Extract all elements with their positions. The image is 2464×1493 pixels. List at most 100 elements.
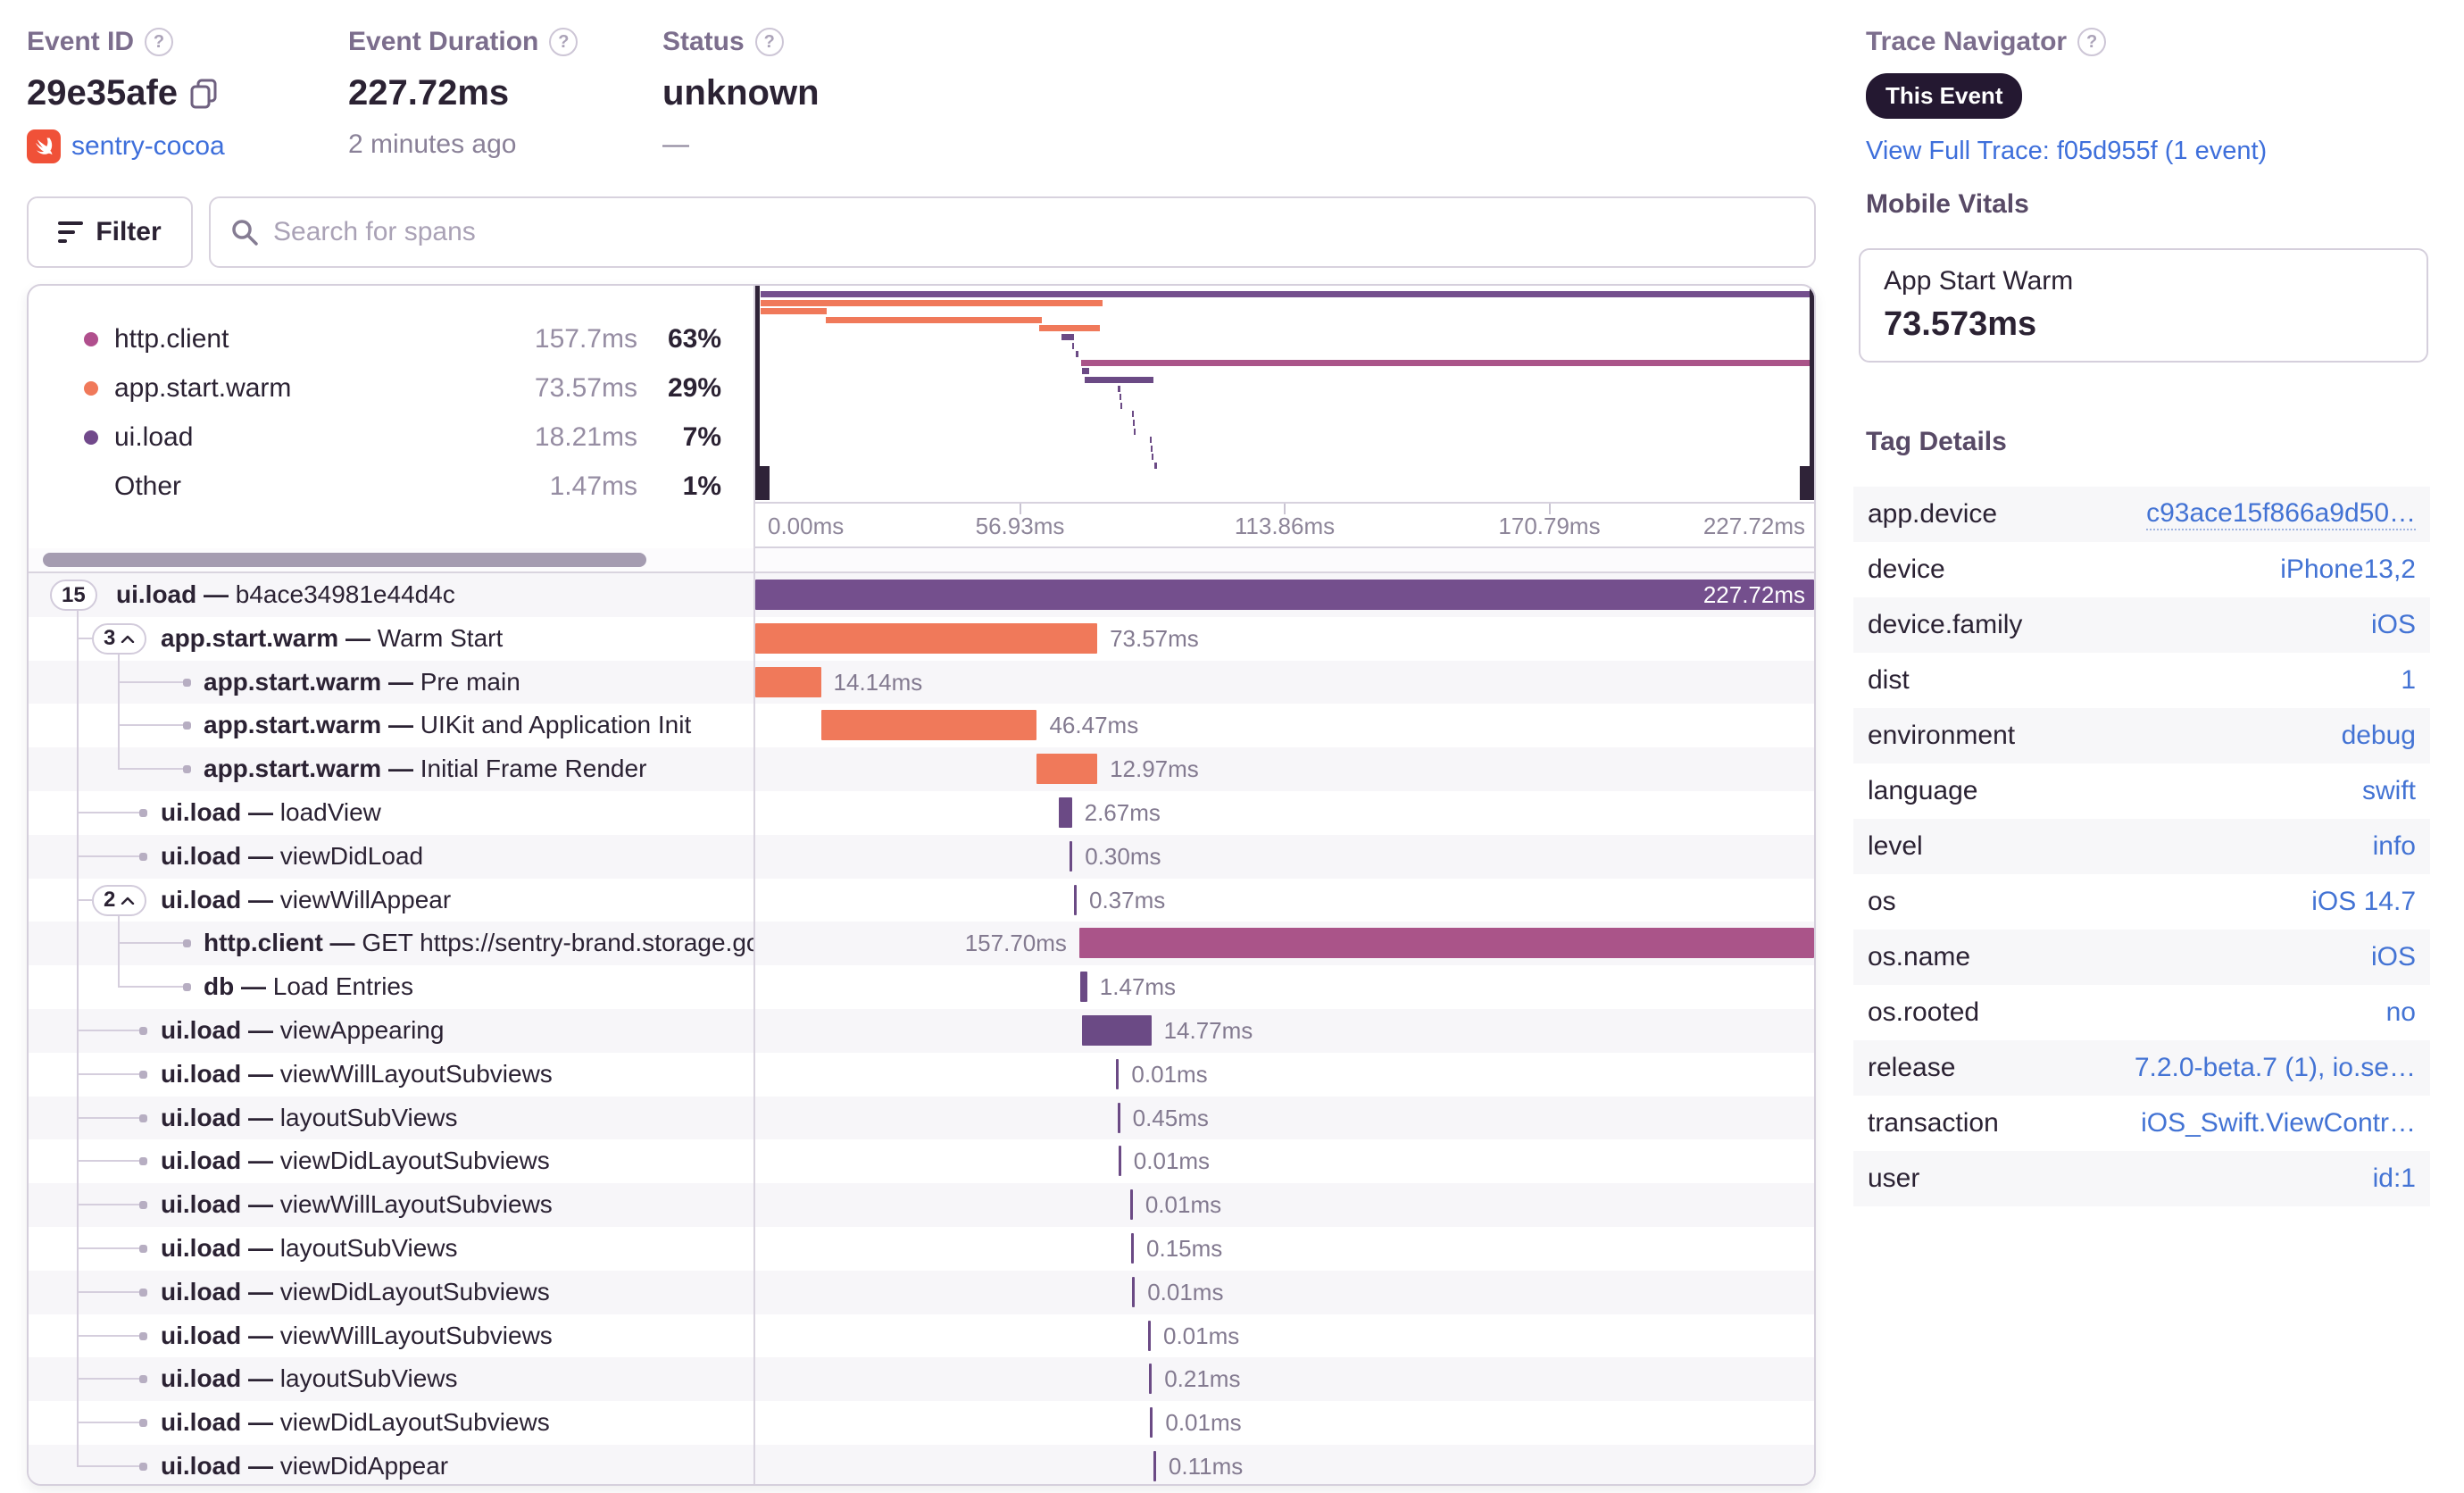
legend-item[interactable]: ui.load 18.21ms 7% bbox=[29, 418, 753, 457]
span-duration-bar[interactable] bbox=[820, 710, 1037, 741]
tree-node-dot bbox=[139, 1288, 147, 1297]
tag-value-link[interactable]: 7.2.0-beta.7 (1), io.se… bbox=[2134, 1053, 2416, 1082]
span-bar-cell: 0.01ms bbox=[755, 1053, 1814, 1097]
legend-item[interactable]: Other 1.47ms 1% bbox=[29, 467, 753, 506]
horizontal-scrollbar[interactable] bbox=[43, 553, 646, 567]
legend-item[interactable]: app.start.warm 73.57ms 29% bbox=[29, 369, 753, 408]
span-duration-bar[interactable] bbox=[1129, 1189, 1133, 1221]
span-row[interactable]: ui.load — viewDidLayoutSubviews 0.01ms bbox=[29, 1401, 1814, 1445]
tag-value-link[interactable]: id:1 bbox=[2372, 1164, 2416, 1193]
span-duration-label: 0.15ms bbox=[1146, 1234, 1223, 1262]
search-input[interactable] bbox=[273, 217, 1794, 247]
span-count-badge[interactable]: 15 bbox=[50, 580, 97, 611]
span-row[interactable]: ui.load — viewDidLoad 0.30ms bbox=[29, 834, 1814, 879]
span-tree-cell: ui.load — layoutSubViews bbox=[29, 1096, 755, 1140]
span-label: db — Load Entries bbox=[204, 972, 413, 1001]
legend-item[interactable]: http.client 157.7ms 63% bbox=[29, 320, 753, 359]
span-duration-bar[interactable] bbox=[755, 580, 1814, 610]
span-row[interactable]: ui.load — viewDidLayoutSubviews 0.01ms bbox=[29, 1270, 1814, 1314]
span-tree-cell: ui.load — viewAppearing bbox=[29, 1008, 755, 1053]
minimap-right-handle[interactable] bbox=[1810, 286, 1814, 470]
span-duration-bar[interactable] bbox=[1118, 1146, 1121, 1177]
span-row[interactable]: ui.load — loadView 2.67ms bbox=[29, 790, 1814, 835]
span-duration-bar[interactable] bbox=[1036, 754, 1098, 785]
minimap-span-bar bbox=[1118, 385, 1120, 392]
span-count-badge[interactable]: 3 bbox=[92, 622, 147, 655]
minimap-right-grip[interactable] bbox=[1800, 466, 1814, 500]
span-label: ui.load — viewDidAppear bbox=[161, 1451, 449, 1480]
span-row[interactable]: ui.load — layoutSubViews 0.15ms bbox=[29, 1226, 1814, 1271]
span-duration-bar[interactable] bbox=[1148, 1320, 1151, 1351]
span-duration-bar[interactable] bbox=[1073, 884, 1077, 915]
tree-connector bbox=[118, 768, 187, 771]
filter-button-label: Filter bbox=[96, 217, 162, 246]
tag-value-link[interactable]: iOS bbox=[2370, 610, 2416, 639]
span-row[interactable]: ui.load — viewWillLayoutSubviews 0.01ms bbox=[29, 1314, 1814, 1358]
span-duration-bar[interactable] bbox=[1150, 1407, 1153, 1439]
span-row[interactable]: db — Load Entries 1.47ms bbox=[29, 965, 1814, 1009]
span-row[interactable]: 15 ui.load — b4ace34981e44d4c 227.72ms bbox=[29, 573, 1814, 617]
axis-tick bbox=[1284, 504, 1286, 514]
minimap-left-handle[interactable] bbox=[755, 286, 760, 470]
tag-value-link[interactable]: c93ace15f866a9d50… bbox=[2146, 498, 2416, 530]
span-row[interactable]: ui.load — viewWillLayoutSubviews 0.01ms bbox=[29, 1183, 1814, 1227]
span-duration-bar[interactable] bbox=[1131, 1232, 1135, 1264]
tree-connector bbox=[77, 1029, 143, 1031]
span-duration-bar[interactable] bbox=[755, 666, 821, 697]
tag-value-link[interactable]: no bbox=[2385, 997, 2416, 1027]
tag-value-link[interactable]: iPhone13,2 bbox=[2280, 555, 2416, 584]
help-icon[interactable]: ? bbox=[549, 28, 579, 56]
span-bar-cell: 0.45ms bbox=[755, 1097, 1814, 1140]
tag-value-link[interactable]: iOS bbox=[2370, 942, 2416, 972]
tree-connector bbox=[118, 653, 120, 661]
span-duration-bar[interactable] bbox=[1153, 1450, 1156, 1481]
tag-value-link[interactable]: info bbox=[2372, 831, 2416, 861]
span-duration-bar[interactable] bbox=[1078, 928, 1814, 959]
span-tree-cell: 15 ui.load — b4ace34981e44d4c bbox=[29, 573, 755, 617]
span-duration-bar[interactable] bbox=[1059, 797, 1072, 828]
mobile-vitals-card[interactable]: App Start Warm 73.573ms bbox=[1859, 248, 2428, 363]
tag-key: app.device bbox=[1868, 499, 1998, 529]
span-duration-bar[interactable] bbox=[1070, 840, 1073, 872]
view-full-trace-link[interactable]: View Full Trace: f05d955f (1 event) bbox=[1866, 137, 2268, 165]
span-duration-bar[interactable] bbox=[1149, 1364, 1153, 1395]
trace-minimap[interactable]: 0.00ms 56.93ms 113.86ms 170.79ms 227.72ms bbox=[755, 286, 1814, 548]
span-row[interactable]: app.start.warm — UIKit and Application I… bbox=[29, 704, 1814, 748]
tree-connector bbox=[77, 1160, 143, 1163]
span-row[interactable]: ui.load — layoutSubViews 0.45ms bbox=[29, 1096, 1814, 1140]
minimap-span-bar bbox=[761, 308, 827, 315]
span-row[interactable]: ui.load — viewDidAppear 0.11ms bbox=[29, 1444, 1814, 1484]
span-duration-bar[interactable] bbox=[755, 622, 1098, 654]
span-row[interactable]: ui.load — layoutSubViews 0.21ms bbox=[29, 1357, 1814, 1402]
span-row[interactable]: 2 ui.load — viewWillAppear 0.37ms bbox=[29, 878, 1814, 922]
span-row[interactable]: ui.load — viewDidLayoutSubviews 0.01ms bbox=[29, 1139, 1814, 1184]
span-duration-bar[interactable] bbox=[1116, 1058, 1120, 1089]
tag-value-link[interactable]: iOS 14.7 bbox=[2311, 887, 2416, 916]
tag-value-link[interactable]: 1 bbox=[2401, 665, 2416, 695]
filter-button[interactable]: Filter bbox=[27, 196, 193, 268]
tag-value-link[interactable]: swift bbox=[2362, 776, 2416, 805]
span-duration-bar[interactable] bbox=[1082, 1014, 1152, 1046]
trace-view-panel: http.client 157.7ms 63% app.start.warm 73.57… bbox=[27, 284, 1816, 1486]
span-row[interactable]: ui.load — viewAppearing 14.77ms bbox=[29, 1008, 1814, 1053]
span-row[interactable]: ui.load — viewWillLayoutSubviews 0.01ms bbox=[29, 1052, 1814, 1097]
tag-value-link[interactable]: debug bbox=[2341, 721, 2416, 750]
minimap-left-grip[interactable] bbox=[755, 466, 770, 500]
span-duration-label: 0.21ms bbox=[1164, 1365, 1241, 1393]
span-count-badge[interactable]: 2 bbox=[92, 884, 147, 916]
span-row[interactable]: app.start.warm — Pre main 14.14ms bbox=[29, 660, 1814, 705]
minimap-span-bar bbox=[1151, 454, 1154, 461]
help-icon[interactable]: ? bbox=[2077, 28, 2107, 56]
span-duration-bar[interactable] bbox=[1132, 1276, 1136, 1307]
help-icon[interactable]: ? bbox=[145, 28, 174, 56]
span-duration-bar[interactable] bbox=[1117, 1102, 1120, 1133]
tag-value-link[interactable]: iOS_Swift.ViewContr… bbox=[2141, 1108, 2416, 1138]
tree-scrollbar-strip bbox=[29, 548, 1814, 573]
copy-icon[interactable] bbox=[190, 79, 217, 109]
span-row[interactable]: app.start.warm — Initial Frame Render 12.… bbox=[29, 747, 1814, 791]
span-duration-bar[interactable] bbox=[1080, 972, 1087, 1003]
help-icon[interactable]: ? bbox=[754, 28, 784, 56]
span-row[interactable]: 3 app.start.warm — Warm Start 73.57ms bbox=[29, 616, 1814, 661]
project-link[interactable]: sentry-cocoa bbox=[71, 131, 225, 161]
span-row[interactable]: http.client — GET https://sentry-brand.s… bbox=[29, 922, 1814, 966]
